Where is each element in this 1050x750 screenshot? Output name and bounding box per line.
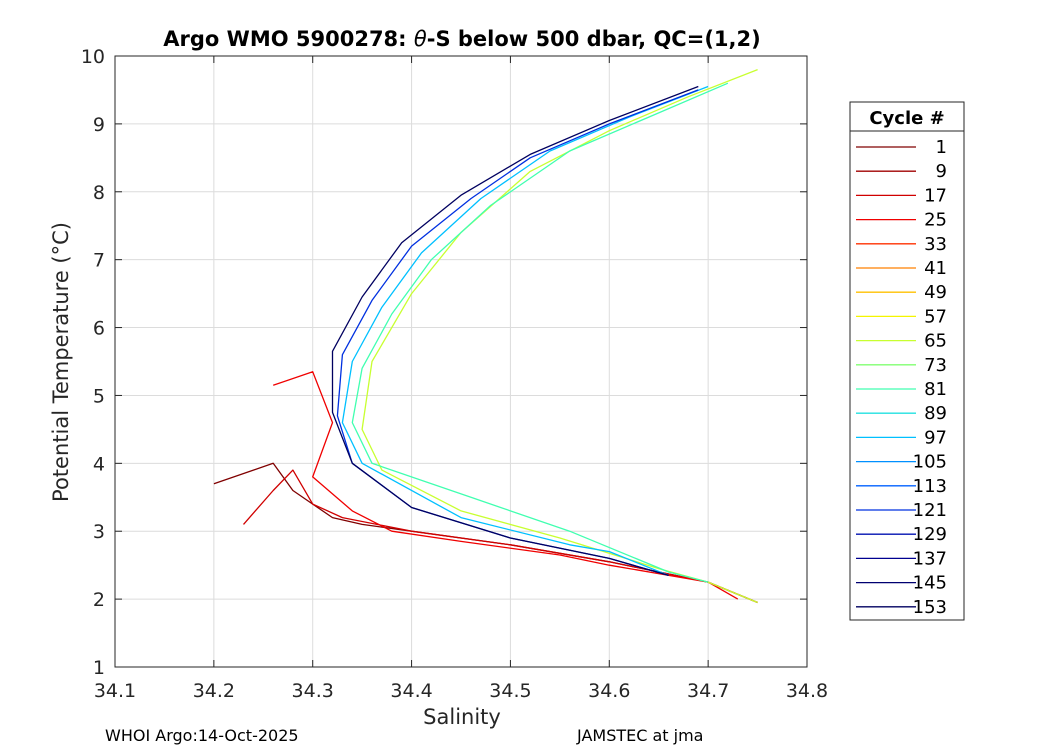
legend-entry-label: 97 — [924, 427, 947, 448]
grid — [115, 56, 807, 667]
x-tick-label: 34.8 — [786, 680, 828, 702]
y-tick-label: 8 — [93, 182, 105, 204]
legend-entry-label: 41 — [924, 258, 947, 279]
y-tick-label: 4 — [93, 453, 105, 475]
plot-area: 34.1 34.2 34.3 34.4 34.5 34.6 34.7 34.8 1 2 3 4 5 6 7 8… — [81, 46, 828, 702]
y-axis-label: Potential Temperature (°C) — [49, 222, 73, 502]
y-tick-label: 10 — [81, 46, 105, 68]
legend-entry-label: 153 — [913, 597, 947, 618]
x-tick-label: 34.7 — [687, 680, 729, 702]
legend-entry-label: 105 — [913, 452, 947, 473]
plot-background — [115, 56, 807, 667]
footer-right-credit: JAMSTEC at jma — [576, 726, 703, 745]
x-tick-label: 34.4 — [390, 680, 432, 702]
legend-entry-label: 49 — [924, 282, 947, 303]
series-line-cycle-81 — [351, 82, 729, 583]
axis-ticks: 34.1 34.2 34.3 34.4 34.5 34.6 34.7 34.8 1 2 3 4 5 6 7 8… — [81, 46, 828, 702]
y-tick-label: 3 — [93, 521, 105, 543]
x-tick-label: 34.5 — [489, 680, 531, 702]
y-tick-label: 2 — [93, 589, 105, 611]
y-tick-label: 7 — [93, 250, 105, 272]
y-tick-label: 1 — [93, 657, 105, 679]
plot-border — [114, 55, 808, 668]
legend-entries: 1 9 17 25 33 41 49 57 65 73 81 89 97 105 113 121 129 137 1… — [856, 137, 947, 618]
legend-entry-label: 25 — [924, 210, 947, 231]
x-tick-label: 34.2 — [193, 680, 235, 702]
legend-entry-label: 145 — [913, 573, 947, 594]
x-tick-label: 34.6 — [588, 680, 630, 702]
legend-entry-label: 57 — [924, 306, 947, 327]
legend-entry-label: 113 — [913, 476, 947, 497]
series-line-cycle-97 — [341, 85, 709, 577]
y-tick-label: 9 — [93, 114, 105, 136]
x-tick-label: 34.3 — [292, 680, 334, 702]
legend-entry-label: 137 — [913, 548, 947, 569]
legend-entry-label: 129 — [913, 524, 947, 545]
legend-entry-label: 89 — [924, 403, 947, 424]
legend-entry-label: 121 — [913, 500, 947, 521]
x-tick-label: 34.1 — [94, 680, 136, 702]
y-tick-label: 5 — [93, 385, 105, 407]
legend-entry-label: 65 — [924, 331, 947, 352]
legend-title: Cycle # — [869, 108, 944, 129]
legend-entry-label: 73 — [924, 355, 947, 376]
series-line-cycle-153 — [331, 85, 699, 577]
y-tick-label: 6 — [93, 318, 105, 340]
data-series-group — [213, 68, 758, 604]
legend-entry-label: 1 — [936, 137, 947, 158]
legend-entry-label: 33 — [924, 234, 947, 255]
legend-entry-label: 17 — [924, 185, 947, 206]
series-line-cycle-65 — [361, 68, 758, 604]
footer-left-credit: WHOI Argo:14-Oct-2025 — [105, 726, 299, 745]
x-axis-label: Salinity — [423, 705, 501, 729]
series-line-cycle-25 — [272, 371, 739, 600]
chart-title: Argo WMO 5900278: θ-S below 500 dbar, QC… — [163, 27, 760, 51]
legend-entry-label: 81 — [924, 379, 947, 400]
legend-entry-label: 9 — [936, 161, 947, 182]
legend: Cycle # 1 9 17 25 33 41 49 57 65 73 81 89 97 105 113 12… — [849, 101, 965, 621]
